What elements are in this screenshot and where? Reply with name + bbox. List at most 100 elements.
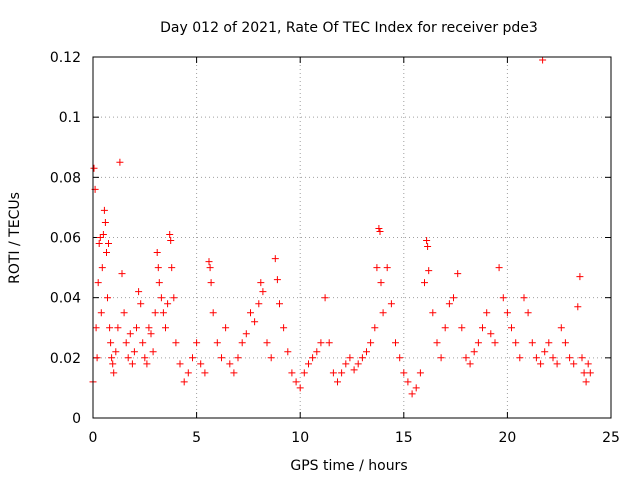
data-point (145, 324, 153, 332)
y-tick-label: 0.04 (50, 291, 81, 307)
data-point (553, 360, 561, 368)
data-point (197, 360, 205, 368)
data-point (445, 300, 453, 308)
chart-title: Day 012 of 2021, Rate Of TEC Index for r… (160, 20, 538, 36)
data-point (109, 360, 117, 368)
data-point (257, 279, 265, 287)
data-point (479, 324, 486, 332)
y-tick-label: 0.12 (50, 50, 81, 66)
data-point (271, 255, 279, 263)
data-point (259, 288, 267, 296)
data-point (251, 318, 259, 326)
y-axis-label: ROTI / TECUs (7, 192, 23, 284)
data-point (162, 324, 169, 332)
data-point (276, 300, 283, 308)
data-point (263, 339, 271, 347)
data-point (474, 339, 482, 347)
data-point (520, 294, 528, 302)
data-point (170, 294, 178, 302)
data-point (416, 369, 424, 377)
data-point (103, 249, 110, 256)
data-point (539, 56, 547, 64)
y-tick-label: 0.1 (59, 110, 81, 126)
data-point (458, 324, 466, 332)
data-point (363, 348, 370, 356)
data-point (143, 360, 151, 368)
data-point (396, 354, 404, 362)
data-point (213, 339, 221, 347)
data-point (120, 309, 128, 317)
data-point (104, 294, 111, 302)
data-point (98, 264, 106, 272)
data-point (255, 300, 263, 308)
axis-ticks: 0 5 10 15 20 25 0 0.02 0.04 0.06 0.08 0.1 0.12 (50, 50, 620, 446)
data-point (101, 219, 109, 226)
data-point (305, 360, 312, 368)
data-point (99, 231, 107, 238)
data-point (153, 249, 161, 256)
data-point (423, 237, 431, 244)
data-point (130, 348, 138, 356)
y-tick-label: 0.02 (50, 351, 81, 367)
data-point (346, 354, 354, 362)
data-point (545, 339, 553, 347)
data-point (92, 324, 100, 332)
data-point (157, 294, 165, 302)
data-point (172, 339, 180, 347)
data-point (454, 270, 462, 278)
x-axis-label: GPS time / hours (290, 458, 407, 474)
x-tick-label: 25 (602, 430, 620, 446)
data-point (193, 339, 201, 347)
data-point (421, 279, 428, 287)
data-point (387, 300, 395, 308)
x-tick-label: 0 (89, 430, 98, 446)
data-point (383, 264, 391, 272)
data-point (379, 309, 387, 317)
data-point (561, 339, 569, 347)
data-point (247, 309, 254, 317)
data-point (503, 309, 511, 317)
data-point (334, 378, 341, 386)
data-point (483, 309, 491, 317)
data-point (512, 339, 520, 347)
x-tick-label: 5 (192, 430, 201, 446)
data-point (516, 354, 524, 362)
data-point (95, 240, 103, 247)
data-point (128, 360, 136, 368)
data-point (242, 330, 250, 338)
data-point (141, 354, 149, 362)
data-point (300, 369, 308, 377)
data-point (354, 360, 362, 368)
data-point (288, 369, 296, 377)
data-point (238, 339, 246, 347)
data-point (205, 258, 213, 266)
data-point (404, 378, 412, 386)
data-point (139, 339, 147, 347)
data-point (329, 369, 337, 377)
data-point (487, 330, 495, 338)
data-point (377, 279, 385, 287)
data-points (89, 56, 594, 398)
data-point (437, 354, 445, 362)
data-point (433, 339, 441, 347)
data-point (462, 354, 470, 362)
data-point (441, 324, 449, 332)
data-point (578, 354, 586, 362)
data-point (164, 300, 172, 308)
data-point (135, 288, 143, 296)
data-point (342, 360, 350, 368)
data-point (107, 339, 115, 347)
x-tick-label: 20 (498, 430, 516, 446)
data-point (450, 294, 457, 302)
data-point (584, 360, 592, 368)
data-point (495, 264, 503, 272)
data-point (317, 339, 325, 347)
data-point (126, 330, 134, 338)
data-point (147, 330, 155, 338)
data-point (367, 339, 375, 347)
data-point (549, 354, 557, 362)
data-point (226, 360, 234, 368)
data-point (176, 360, 184, 368)
data-point (124, 354, 132, 362)
data-point (167, 237, 175, 244)
